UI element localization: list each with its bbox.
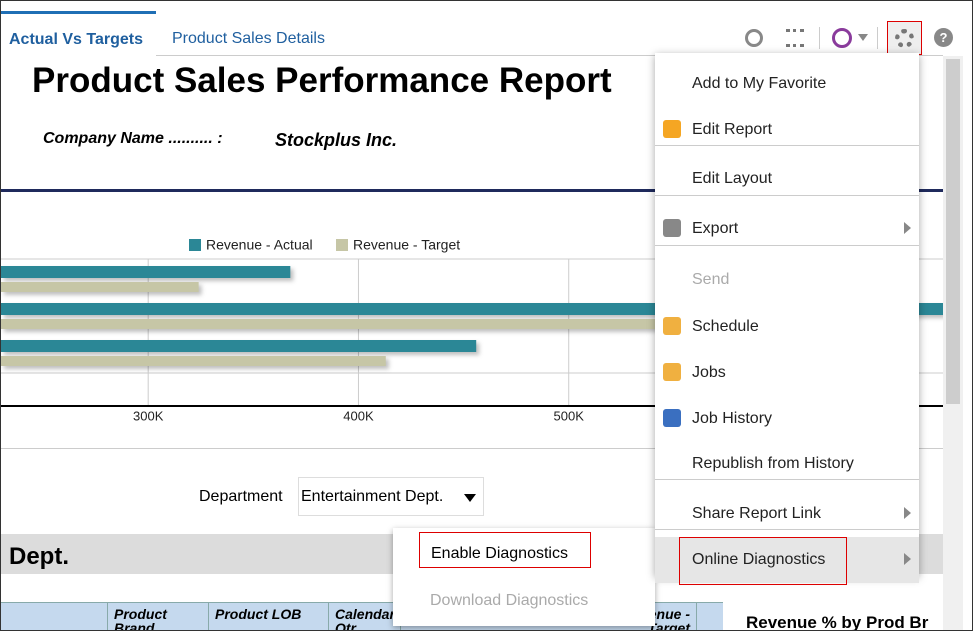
menu-icon bbox=[663, 409, 681, 427]
help-icon[interactable]: ? bbox=[934, 28, 953, 47]
menu-separator bbox=[655, 245, 919, 246]
filter-label: Department bbox=[199, 488, 283, 505]
scrollbar[interactable] bbox=[943, 56, 963, 630]
menu-label[interactable]: Job History bbox=[692, 410, 773, 427]
menu-label: Send bbox=[692, 271, 730, 288]
submenu-arrow bbox=[904, 553, 911, 565]
column-header: Product LOB bbox=[209, 603, 329, 630]
tab-label[interactable]: Actual Vs Targets bbox=[9, 31, 143, 48]
menu-item[interactable]: Online Diagnostics bbox=[655, 537, 919, 585]
dropdown-arrow[interactable] bbox=[464, 494, 476, 502]
scroll-thumb[interactable] bbox=[946, 59, 960, 404]
bar bbox=[1, 319, 864, 329]
submenu: Enable Diagnostics Download Diagnostics bbox=[393, 528, 655, 626]
menu-separator bbox=[655, 195, 919, 196]
company-name: Stockplus Inc. bbox=[275, 130, 398, 150]
legend-swatch bbox=[189, 239, 201, 251]
bar bbox=[1, 356, 386, 366]
divider bbox=[1, 448, 943, 449]
menu-label[interactable]: Add to My Favorite bbox=[692, 75, 827, 92]
menu-item: Send bbox=[655, 257, 919, 301]
menu-item[interactable]: Edit Layout bbox=[655, 156, 919, 200]
menu-label[interactable]: Edit Layout bbox=[692, 170, 773, 187]
divider bbox=[1, 189, 943, 192]
filter-dropdown[interactable]: Entertainment Dept. bbox=[298, 477, 484, 516]
separator bbox=[819, 27, 820, 49]
analytics-icon[interactable] bbox=[832, 28, 852, 48]
dropdown-arrow[interactable] bbox=[858, 34, 868, 41]
menu-icon bbox=[663, 120, 681, 138]
highlight-box bbox=[679, 537, 847, 585]
menu-icon bbox=[663, 363, 681, 381]
menu-item[interactable]: Export bbox=[655, 206, 919, 250]
x-tick-label: 500K bbox=[554, 408, 585, 423]
section-title: Dept. bbox=[9, 543, 69, 570]
filter-value[interactable]: Entertainment Dept. bbox=[301, 488, 444, 505]
menu-separator bbox=[655, 529, 919, 530]
tab-active[interactable]: Actual Vs Targets bbox=[1, 11, 156, 56]
bar bbox=[1, 266, 291, 278]
bar bbox=[1, 340, 477, 352]
column-header: Calendar Qtr bbox=[329, 603, 401, 630]
menu-icon bbox=[663, 317, 681, 335]
settings-menu: Add to My Favorite Edit Report Edit Layout… bbox=[655, 53, 919, 585]
menu-label[interactable]: Enable Diagnostics bbox=[431, 545, 568, 562]
x-tick-label: 300K bbox=[133, 408, 164, 423]
legend-swatch bbox=[336, 239, 348, 251]
menu-label: Download Diagnostics bbox=[430, 592, 589, 609]
bar bbox=[1, 282, 199, 292]
menu-item[interactable]: Edit Report bbox=[655, 107, 919, 151]
menu-label[interactable]: Jobs bbox=[692, 364, 726, 381]
menu-item[interactable]: Jobs bbox=[655, 350, 919, 394]
menu-separator bbox=[655, 479, 919, 480]
menu-label[interactable]: Online Diagnostics bbox=[692, 551, 826, 568]
legend-label: Revenue - Actual bbox=[206, 237, 313, 253]
menu-label[interactable]: Schedule bbox=[692, 318, 759, 335]
settings-button[interactable] bbox=[887, 21, 922, 55]
menu-item[interactable]: Enable Diagnostics bbox=[419, 532, 591, 568]
separator bbox=[877, 27, 878, 49]
menu-icon bbox=[663, 219, 681, 237]
menu-label[interactable]: Republish from History bbox=[692, 455, 854, 472]
menu-separator bbox=[655, 145, 919, 146]
refresh-icon[interactable] bbox=[745, 29, 763, 47]
menu-label[interactable]: Edit Report bbox=[692, 121, 773, 138]
tab-line bbox=[156, 55, 943, 56]
tab-label[interactable]: Product Sales Details bbox=[172, 30, 325, 47]
list-icon[interactable] bbox=[786, 29, 804, 47]
submenu-arrow bbox=[904, 507, 911, 519]
menu-label[interactable]: Export bbox=[692, 220, 739, 237]
menu-item[interactable]: Schedule bbox=[655, 304, 919, 348]
legend-label: Revenue - Target bbox=[353, 237, 460, 253]
menu-item[interactable]: Republish from History bbox=[655, 441, 919, 485]
column-header: Product Brand bbox=[107, 603, 209, 630]
side-title: Revenue % by Prod Br bbox=[746, 613, 929, 631]
report-title: Product Sales Performance Report bbox=[32, 61, 612, 100]
menu-item[interactable]: Job History bbox=[655, 396, 919, 440]
gear-icon[interactable] bbox=[895, 29, 914, 48]
x-tick-label: 400K bbox=[343, 408, 374, 423]
menu-item[interactable]: Add to My Favorite bbox=[655, 61, 919, 105]
menu-item[interactable]: Share Report Link bbox=[655, 491, 919, 535]
company-label: Company Name .......... : bbox=[43, 130, 223, 147]
submenu-arrow bbox=[904, 222, 911, 234]
menu-label[interactable]: Share Report Link bbox=[692, 505, 821, 522]
